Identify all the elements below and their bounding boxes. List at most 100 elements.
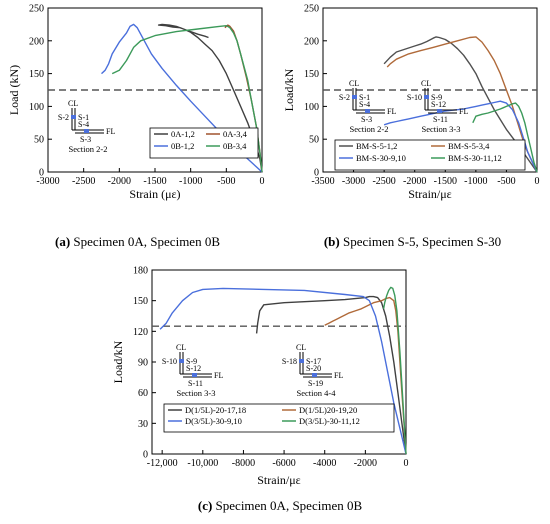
y-tick-label: 0 — [143, 450, 148, 461]
x-tick-label: -6000 — [272, 458, 295, 469]
inset-label: FL — [387, 107, 396, 116]
inset-gauge — [352, 95, 357, 99]
inset-label: S-2 — [58, 113, 69, 122]
legend-label: D(1/5L)20-19,20 — [299, 405, 357, 415]
legend-label: 0B-3,4 — [223, 141, 247, 151]
series-line-BM-S-5-3,4 — [386, 36, 538, 173]
inset-label: S-9 — [186, 357, 197, 366]
series-line-0B-3,4 — [111, 25, 263, 173]
x-tick-label: -3000 — [36, 176, 59, 187]
series-line-D(1/5L)-20-17,18 — [255, 295, 407, 455]
inset-label: S-11 — [188, 379, 203, 388]
y-tick-label: 150 — [304, 69, 319, 80]
inset-gauge — [192, 373, 197, 377]
inset-label: S-19 — [308, 379, 323, 388]
inset-gauge — [437, 109, 442, 113]
x-tick-label: -12,000 — [147, 458, 178, 469]
caption-b-text: Specimen S-5, Specimen S-30 — [342, 234, 502, 249]
x-tick-label: -4000 — [313, 458, 336, 469]
inset-gauge — [365, 109, 370, 113]
x-tick-label: -2500 — [72, 176, 95, 187]
legend-box — [163, 403, 395, 433]
inset-gauge — [424, 95, 429, 99]
x-tick-label: -500 — [497, 176, 515, 187]
y-tick-label: 150 — [29, 69, 44, 80]
chart-b: -3500 -3000 -2500 -2000 -1500 -1000 -500 0 0 50 10… — [282, 4, 540, 202]
legend-box — [334, 139, 526, 171]
legend-label: D(3/5L)-30-9,10 — [185, 416, 242, 426]
legend-label: BM-S-5-3,4 — [448, 141, 490, 151]
inset-gauge — [299, 359, 304, 363]
inset-label: S-1 — [78, 113, 89, 122]
series-line-D(3/5L)-30-9,10 — [159, 287, 407, 455]
y-tick-label: 200 — [29, 36, 44, 47]
inset-label: S-1 — [359, 93, 370, 102]
inset-section-label: Section 2-2 — [350, 124, 389, 134]
y-tick-label: 0 — [39, 168, 44, 179]
y-tick-label: 30 — [138, 419, 148, 430]
inset-label: FL — [459, 107, 468, 116]
caption-c-letter: (c) — [197, 498, 213, 513]
inset-gauge — [71, 115, 76, 119]
y-tick-label: 120 — [133, 327, 148, 338]
y-tick-label: 90 — [138, 358, 148, 369]
x-tick-label: -3000 — [342, 176, 365, 187]
inset-label: CL — [349, 79, 359, 88]
chart-c: -12,000 -10,000 -8000 -6000 -4000 -2000 0 0 30 60… — [111, 266, 409, 488]
series-line-BM-S-30-9,10 — [383, 100, 538, 173]
inset-label: FL — [106, 127, 115, 136]
inset-label: S-4 — [78, 120, 89, 129]
inset-section-label: Section 3-3 — [177, 388, 216, 398]
inset-label: S-10 — [162, 357, 177, 366]
inset-gauge — [84, 129, 89, 133]
caption-a-letter: (a) — [54, 234, 71, 249]
y-tick-label: 250 — [29, 4, 44, 15]
chart-panel-a: -3000 -2500 -2000 -1500 -1000 -500 0 0 50 100 150 2… — [0, 0, 275, 262]
caption-c-text: Specimen 0A, Specimen 0B — [215, 498, 363, 513]
legend-box — [149, 127, 259, 159]
inset-label: S-10 — [407, 93, 422, 102]
series-line-0A-1,2 — [157, 23, 263, 173]
x-tick-label: -2500 — [372, 176, 395, 187]
inset-label: CL — [68, 99, 78, 108]
inset-label: S-11 — [433, 115, 448, 124]
inset-label: S-20 — [306, 364, 321, 373]
caption-c: (c) Specimen 0A, Specimen 0B — [100, 498, 460, 514]
legend-label: 0B-1,2 — [171, 141, 194, 151]
legend-label: BM-S-5-1,2 — [356, 141, 397, 151]
x-tick-label: -500 — [217, 176, 235, 187]
y-tick-label: 0 — [314, 168, 319, 179]
chart-panel-b: -3500 -3000 -2500 -2000 -1500 -1000 -500 0 0 50 10… — [275, 0, 550, 262]
x-tick-label: -1500 — [434, 176, 457, 187]
inset-label: CL — [176, 343, 186, 352]
x-axis-label: Strain (με) — [129, 187, 180, 201]
legend-label: BM-S-30-9,10 — [356, 153, 406, 163]
y-tick-label: 60 — [138, 388, 148, 399]
caption-a-text: Specimen 0A, Specimen 0B — [73, 234, 220, 249]
inset-section-label: Section 2-2 — [69, 144, 108, 154]
x-tick-label: -8000 — [232, 458, 255, 469]
series-line-BM-S-5-1,2 — [383, 36, 538, 173]
y-tick-label: 200 — [304, 36, 319, 47]
legend-label: 0A-1,2 — [171, 129, 195, 139]
legend-label: D(1/5L)-20-17,18 — [185, 405, 246, 415]
y-axis-label: Load/kN — [111, 340, 125, 383]
y-tick-label: 50 — [309, 135, 319, 146]
inset-gauge — [312, 373, 317, 377]
x-axis-label: Strain/με — [257, 473, 300, 487]
y-axis-label: Load/kN — [282, 68, 296, 111]
inset-gauge — [179, 359, 184, 363]
inset-label: S-12 — [431, 100, 446, 109]
x-tick-label: -2000 — [354, 458, 377, 469]
inset-label: FL — [334, 371, 343, 380]
y-tick-label: 150 — [133, 296, 148, 307]
inset-label: CL — [421, 79, 431, 88]
y-tick-label: 250 — [304, 4, 319, 15]
inset-label: S-17 — [306, 357, 321, 366]
x-tick-label: -2000 — [108, 176, 131, 187]
caption-b: (b) Specimen S-5, Specimen S-30 — [275, 234, 550, 250]
inset-label: S-3 — [361, 115, 372, 124]
inset-label: FL — [214, 371, 223, 380]
y-tick-label: 100 — [304, 102, 319, 113]
x-tick-label: -1000 — [179, 176, 202, 187]
